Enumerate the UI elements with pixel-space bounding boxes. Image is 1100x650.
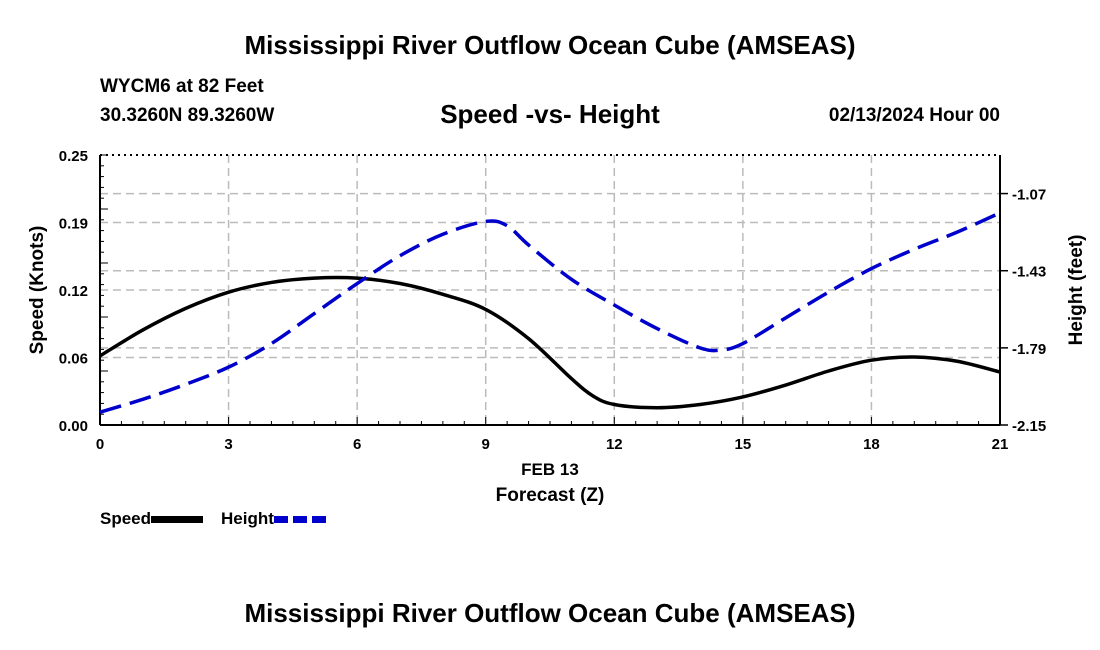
x-tick-label: 18 (863, 436, 880, 453)
footer-title: Mississippi River Outflow Ocean Cube (AM… (244, 598, 856, 628)
x-axis-date-label: FEB 13 (521, 460, 579, 479)
height-series-line (99, 211, 1001, 414)
station-label: WYCM6 at 82 Feet (100, 76, 264, 97)
forecast-datetime: 02/13/2024 Hour 00 (828, 105, 1000, 126)
y2-axis-label: Height (feet) (1066, 235, 1087, 346)
x-axis-label: Forecast (Z) (496, 485, 605, 506)
y2-tick-label: -1.79 (1012, 341, 1046, 358)
y-tick-label: 0.12 (59, 283, 88, 300)
x-tick-label: 15 (735, 436, 752, 453)
y-tick-label: 0.19 (59, 216, 88, 233)
legend-speed-swatch (151, 515, 204, 523)
y2-tick-label: -1.43 (1012, 264, 1046, 281)
x-tick-label: 6 (353, 436, 361, 453)
coordinates-label: 30.3260N 89.3260W (100, 105, 275, 126)
legend: Speed Height (100, 509, 344, 529)
chart-title: Speed -vs- Height (440, 99, 660, 129)
y-tick-label: 0.25 (59, 148, 88, 165)
x-tick-label: 3 (224, 436, 232, 453)
legend-height-label: Height (221, 509, 274, 528)
y-tick-label: 0.06 (59, 351, 88, 368)
x-tick-label: 0 (96, 436, 104, 453)
x-tick-label: 9 (482, 436, 490, 453)
legend-speed-label: Speed (100, 509, 152, 528)
y2-tick-label: -1.07 (1012, 187, 1046, 204)
x-tick-label: 21 (992, 436, 1009, 453)
x-tick-label: 12 (606, 436, 623, 453)
main-title: Mississippi River Outflow Ocean Cube (AM… (244, 30, 856, 60)
y-axis-label: Speed (Knots) (27, 226, 48, 355)
speed-series-line (99, 275, 1001, 410)
y-tick-label: 0.00 (59, 418, 88, 435)
y2-tick-label: -2.15 (1012, 418, 1046, 435)
legend-height-swatch (273, 515, 326, 523)
